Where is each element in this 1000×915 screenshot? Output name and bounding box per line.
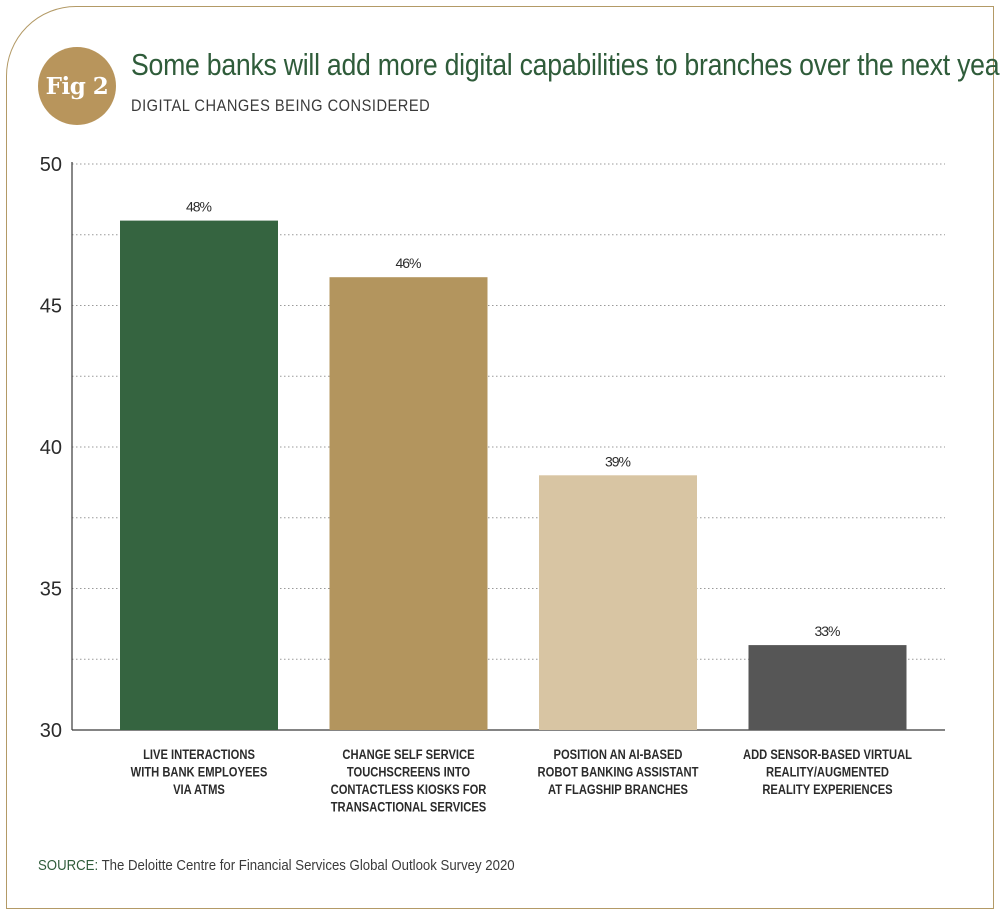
bar-value-label: 39% bbox=[605, 453, 631, 469]
y-tick-label: 40 bbox=[40, 437, 62, 459]
x-tick-label: REALITY EXPERIENCES bbox=[762, 782, 892, 797]
y-tick-label: 35 bbox=[40, 579, 62, 601]
x-tick-label: WITH BANK EMPLOYEES bbox=[131, 764, 268, 779]
x-tick-label: POSITION AN AI-BASED bbox=[553, 747, 682, 762]
x-tick-label: CHANGE SELF SERVICE bbox=[342, 747, 474, 762]
bar bbox=[748, 645, 907, 730]
x-tick-label: CONTACTLESS KIOSKS FOR bbox=[331, 782, 487, 797]
y-tick-label: 45 bbox=[40, 296, 62, 318]
y-tick-label: 30 bbox=[40, 720, 62, 742]
bar bbox=[120, 220, 278, 730]
bar bbox=[329, 277, 488, 730]
x-tick-label: LIVE INTERACTIONS bbox=[143, 747, 255, 762]
source-text: The Deloitte Centre for Financial Servic… bbox=[101, 857, 515, 874]
x-tick-label: TRANSACTIONAL SERVICES bbox=[331, 799, 487, 814]
bar bbox=[539, 475, 697, 730]
figure-badge: Fig 2 bbox=[38, 47, 116, 125]
bar-value-label: 48% bbox=[186, 199, 212, 215]
bar-value-label: 46% bbox=[396, 255, 422, 271]
y-tick-label: 50 bbox=[40, 154, 62, 176]
bar-value-label: 33% bbox=[815, 623, 841, 639]
x-tick-label: ROBOT BANKING ASSISTANT bbox=[538, 764, 699, 779]
x-tick-label: AT FLAGSHIP BRANCHES bbox=[548, 782, 688, 797]
chart-title: Some banks will add more digital capabil… bbox=[131, 47, 1000, 82]
x-tick-label: REALITY/AUGMENTED bbox=[766, 764, 889, 779]
x-tick-label: ADD SENSOR-BASED VIRTUAL bbox=[743, 747, 912, 762]
chart-subtitle: DIGITAL CHANGES BEING CONSIDERED bbox=[131, 96, 431, 115]
source-label: SOURCE: bbox=[38, 857, 99, 874]
x-tick-label: TOUCHSCREENS INTO bbox=[347, 764, 470, 779]
source-note: SOURCE: The Deloitte Centre for Financia… bbox=[38, 857, 515, 874]
x-tick-label: VIA ATMS bbox=[173, 782, 225, 797]
